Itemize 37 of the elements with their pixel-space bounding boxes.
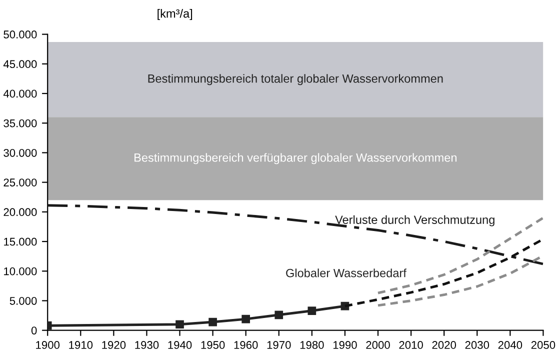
point <box>242 314 250 324</box>
x-tick-label: 1940 <box>168 341 192 349</box>
y-tick-label: 45.000 <box>3 60 37 68</box>
series-label: Verluste durch Verschmutzung <box>335 215 494 226</box>
point <box>208 318 217 326</box>
y-tick-label: 30.000 <box>4 148 37 157</box>
y-tick-label: 0 <box>31 326 37 334</box>
x-tick-label: 1950 <box>201 341 225 349</box>
x-tick-label: 1900 <box>36 341 60 349</box>
band-label: Bestimmungsbereich verfügbarer globaler Wasservorkommen <box>134 153 456 164</box>
x-tick-label: 2000 <box>366 341 390 349</box>
point <box>274 310 284 320</box>
x-tick-label: 1930 <box>135 341 159 349</box>
x-tick-label: 1990 <box>333 341 357 349</box>
y-tick-label: 10.000 <box>4 267 37 276</box>
y-tick-label: 5.000 <box>10 296 37 305</box>
y-tick-label: 25.000 <box>4 178 37 186</box>
y-tick-label: 20.000 <box>4 208 37 216</box>
x-tick-label: 2010 <box>399 341 423 349</box>
y-tick-label: 35.000 <box>4 119 37 128</box>
x-tick-label: 1960 <box>234 341 258 349</box>
text: Globaler Wasserbedarf <box>286 268 406 278</box>
x-tick-label: 2020 <box>432 341 456 349</box>
x-tick-label: 1980 <box>300 341 324 349</box>
y-tick-label: 15.000 <box>4 238 37 246</box>
point <box>308 306 316 315</box>
x-tick-label: 1970 <box>267 341 291 349</box>
y-axis-title: [km³/a] <box>158 9 192 20</box>
point <box>176 320 184 329</box>
band-label: Bestimmungsbereich totaler globaler Wasservorkommen <box>148 74 443 86</box>
x-tick-label: 2050 <box>531 341 556 349</box>
y-tick-label: 40.000 <box>3 90 37 98</box>
x-tick-label: 1920 <box>102 341 126 349</box>
x-tick-label: 2030 <box>465 341 490 349</box>
x-tick-label: 2040 <box>498 341 522 349</box>
x-tick-label: 1910 <box>69 341 93 349</box>
y-tick-label: 50.000 <box>4 30 37 38</box>
